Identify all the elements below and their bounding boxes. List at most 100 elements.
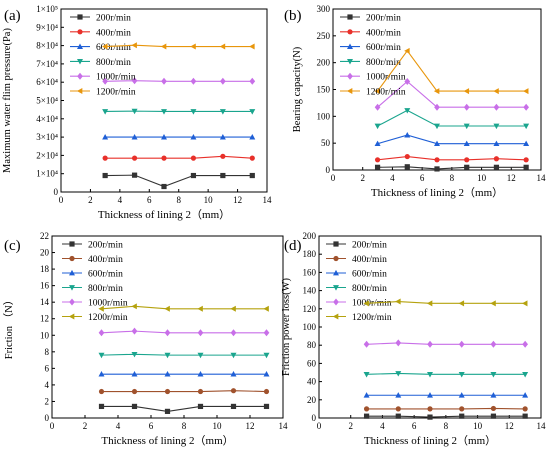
data-point [363,300,369,307]
data-point [164,305,170,312]
data-point [131,42,137,49]
legend-marker [69,241,75,247]
legend-marker [77,43,83,49]
x-tick-label: 4 [390,173,395,183]
x-tick-label: 10 [213,421,223,431]
legend-marker [76,88,83,94]
x-tick-label: 2 [360,173,365,183]
legend-marker [333,285,339,291]
y-axis-title: Friction power loss(W) [281,278,292,376]
data-point [164,329,171,337]
data-point [197,352,204,359]
y-tick-label: 0 [312,413,317,423]
legend-label: 800r/min [366,58,401,68]
x-tick-label: 12 [233,195,242,205]
series-600r/min [363,392,529,398]
data-point [131,351,138,358]
legend-entry: 1000r/min [340,72,406,83]
series-line [366,415,526,418]
legend-entry: 1200r/min [340,88,406,98]
legend-marker [69,285,75,291]
data-point [374,88,380,95]
data-point [395,298,401,305]
y-tick-label: 22 [40,231,49,241]
data-point [263,352,270,359]
y-tick-label: 300 [317,4,331,14]
x-tick-label: 14 [279,421,289,431]
y-tick-label: 0 [54,187,59,197]
y-tick-label: 0 [326,165,331,175]
legend-entry: 1200r/min [62,313,128,323]
y-tick-label: 1×10⁵ [36,4,58,14]
series-800r/min [363,371,529,378]
data-point [522,371,529,378]
series-1200r/min [363,298,528,307]
y-tick-label: 5×10⁴ [36,96,58,106]
legend-label: 600r/min [352,270,387,280]
data-point [164,371,171,377]
y-tick-label: 18 [40,264,50,274]
y-tick-label: 1×10⁴ [36,169,58,179]
data-point [219,133,226,140]
series-line [377,109,527,127]
data-point [131,77,138,85]
x-tick-label: 8 [444,421,449,431]
y-tick-label: 100 [317,111,331,121]
y-tick-label: 40 [307,377,317,387]
data-point [522,392,529,398]
x-tick-label: 0 [317,421,322,431]
data-point [523,123,530,130]
series-1000r/min [363,339,529,348]
y-tick-label: 0 [45,413,50,423]
data-point [458,300,465,307]
legend-label: 400r/min [366,28,401,38]
data-point [131,155,138,161]
x-tick-label: 10 [477,173,487,183]
data-point [427,371,433,378]
legend-marker [347,43,353,49]
x-axis-title: Thickness of lining 2（mm） [101,434,233,447]
data-point [263,388,270,395]
data-point [230,352,237,359]
data-point [490,371,497,378]
data-point [102,77,109,85]
legend-label: 200r/min [366,14,401,24]
legend-entry: 600r/min [70,43,131,53]
data-point [490,392,497,398]
y-tick-label: 160 [303,267,317,277]
y-tick-label: 10 [40,330,50,340]
series-400r/min [102,153,255,161]
data-point [404,164,410,170]
data-point [459,413,465,419]
y-tick-label: 2 [45,396,50,406]
data-point [197,371,204,377]
data-point [263,305,269,312]
y-tick-label: 140 [303,286,317,296]
data-point [463,140,470,147]
x-tick-label: 8 [450,173,455,183]
data-point [190,133,197,140]
data-point [427,340,433,348]
data-point [249,43,255,50]
data-point [102,172,108,179]
data-point [493,140,500,147]
legend-label: 1000r/min [88,299,128,309]
data-point [249,172,255,179]
legend-label: 200r/min [88,241,123,251]
panel-label: (b) [284,8,302,24]
legend-marker [346,88,353,94]
y-tick-label: 200 [303,231,317,241]
data-point [190,109,197,115]
data-point [197,388,204,395]
data-point [363,392,370,398]
legend-entry: 400r/min [340,28,401,38]
data-point [263,403,270,410]
data-point [490,300,496,307]
data-point [131,303,137,310]
data-point [161,77,167,85]
legend-label: 600r/min [88,270,123,280]
x-tick-label: 4 [380,421,385,431]
data-point [219,77,226,85]
legend-label: 600r/min [96,43,131,53]
data-point [98,403,105,410]
